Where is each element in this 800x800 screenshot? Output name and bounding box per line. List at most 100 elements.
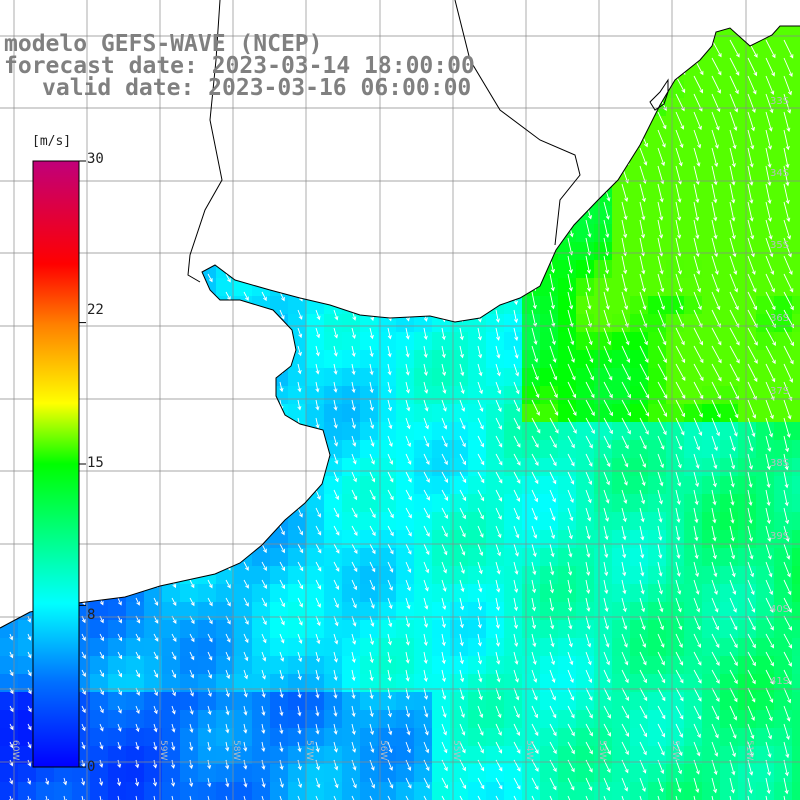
wind-arrow	[315, 633, 321, 645]
wind-arrow	[459, 345, 464, 359]
field-cell	[594, 620, 613, 639]
field-cell	[594, 692, 613, 711]
field-cell	[288, 638, 307, 657]
field-cell	[486, 548, 505, 567]
field-cell	[414, 116, 433, 135]
wind-arrow	[729, 579, 737, 596]
colorbar-tick-30: 30	[87, 151, 104, 167]
wind-arrow	[207, 309, 213, 319]
wind-arrow	[657, 309, 666, 328]
wind-arrow	[405, 363, 410, 376]
wind-arrow	[80, 543, 85, 552]
field-cell	[738, 62, 757, 81]
field-cell	[306, 188, 325, 207]
wind-arrow	[639, 345, 649, 364]
wind-arrow	[747, 651, 756, 667]
colorbar-ticks	[79, 160, 86, 768]
wind-arrow	[459, 381, 465, 395]
wind-arrow	[297, 759, 302, 771]
field-cell	[720, 206, 739, 225]
field-cell	[360, 386, 379, 405]
wind-arrow	[495, 507, 502, 520]
field-cell	[792, 116, 800, 135]
wind-arrow	[567, 57, 576, 75]
wind-arrow	[279, 165, 285, 176]
field-cell	[648, 224, 667, 243]
wind-arrow	[783, 147, 790, 169]
field-cell	[540, 350, 559, 369]
wind-arrow	[225, 651, 231, 661]
wind-arrow	[315, 615, 321, 627]
wind-arrow	[477, 93, 484, 106]
field-cell	[306, 116, 325, 135]
field-cell	[522, 440, 541, 459]
wind-arrow	[189, 399, 194, 409]
wind-arrow	[297, 381, 302, 393]
field-cell	[576, 656, 595, 675]
field-cell	[774, 404, 793, 423]
wind-arrow	[513, 741, 521, 754]
wind-arrow	[153, 273, 159, 282]
field-cell	[90, 512, 109, 531]
wind-arrow	[783, 417, 791, 438]
field-cell	[162, 494, 181, 513]
wind-arrow	[99, 759, 104, 768]
field-cell	[576, 404, 595, 423]
field-cell	[216, 764, 235, 783]
field-cell	[702, 656, 721, 675]
wind-arrow	[423, 777, 430, 789]
field-cell	[630, 638, 649, 657]
field-cell	[18, 782, 37, 800]
wind-arrow	[639, 309, 648, 328]
wind-arrow	[9, 705, 14, 713]
wind-arrow	[405, 255, 412, 268]
wind-arrow	[405, 453, 412, 465]
field-cell	[468, 692, 487, 711]
wind-arrow	[99, 111, 104, 120]
wind-arrow	[477, 669, 483, 683]
field-cell	[468, 620, 487, 639]
field-cell	[288, 548, 307, 567]
wind-arrow	[603, 75, 613, 93]
wind-arrow	[81, 435, 86, 444]
wind-arrow	[441, 597, 447, 611]
wind-arrow	[711, 759, 718, 776]
wind-arrow	[387, 651, 392, 664]
field-cell	[126, 548, 145, 567]
field-cell	[756, 188, 775, 207]
field-cell	[648, 656, 667, 675]
wind-arrow	[441, 201, 448, 214]
wind-arrow	[675, 39, 686, 58]
wind-arrow	[531, 525, 538, 539]
wind-arrow	[675, 255, 682, 275]
wind-arrow	[711, 363, 722, 382]
field-cell	[576, 170, 595, 189]
field-cell	[198, 620, 217, 639]
wind-arrow	[513, 147, 521, 160]
wind-arrow	[549, 669, 556, 683]
wind-arrow	[711, 561, 718, 578]
field-cell	[216, 566, 235, 585]
field-cell	[396, 458, 415, 477]
wind-arrow	[459, 435, 466, 448]
wind-arrow	[423, 237, 430, 250]
wind-arrow	[477, 795, 485, 800]
field-cell	[774, 476, 793, 495]
wind-arrow	[477, 273, 483, 287]
colorbar-tick-0: 0	[87, 759, 96, 775]
field-cell	[486, 260, 505, 279]
wind-arrow	[477, 327, 482, 341]
field-cell	[738, 98, 757, 117]
field-cell	[756, 314, 775, 333]
field-cell	[468, 710, 487, 729]
field-cell	[306, 584, 325, 603]
wind-arrow	[657, 363, 668, 381]
wind-arrow	[26, 507, 31, 516]
wind-arrow	[567, 453, 575, 467]
wind-arrow	[711, 345, 722, 364]
wind-arrow	[279, 201, 285, 212]
field-cell	[108, 512, 127, 531]
wind-arrow	[369, 435, 375, 447]
wind-arrow	[783, 399, 792, 420]
wind-arrow	[153, 669, 159, 678]
